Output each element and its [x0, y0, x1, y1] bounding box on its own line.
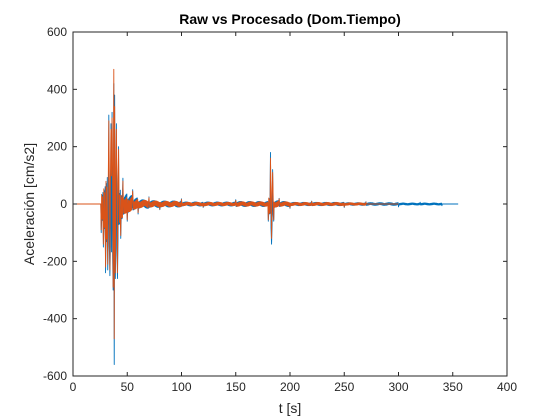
x-tick-label: 400	[497, 380, 517, 394]
y-tick-label: -200	[43, 254, 67, 268]
series-line-2	[72, 68, 399, 340]
y-tick-label: -400	[43, 312, 67, 326]
y-tick-label: 0	[60, 197, 67, 211]
axes-layer: 0 50 100 150 200 250 300 350 400 -600 -400 -200 0 200…	[43, 25, 517, 394]
y-tick-label: 200	[47, 140, 67, 154]
x-tick-label: 300	[388, 380, 408, 394]
x-tick-label: 250	[334, 380, 354, 394]
x-tick-label: 50	[121, 380, 135, 394]
x-tick-label: 350	[443, 380, 463, 394]
x-axis-label: t [s]	[279, 400, 302, 416]
y-tick-label: -600	[43, 369, 67, 383]
x-tick-label: 100	[171, 380, 191, 394]
x-tick-label: 0	[70, 380, 77, 394]
x-tick-label: 200	[280, 380, 300, 394]
y-tick-label: 400	[47, 82, 67, 96]
series-layer	[72, 68, 459, 365]
x-tick-label: 150	[226, 380, 246, 394]
chart-title: Raw vs Procesado (Dom.Tiempo)	[179, 11, 400, 27]
y-tick-label: 600	[47, 25, 67, 39]
y-axis-label: Aceleración [cm/s2]	[21, 143, 37, 265]
